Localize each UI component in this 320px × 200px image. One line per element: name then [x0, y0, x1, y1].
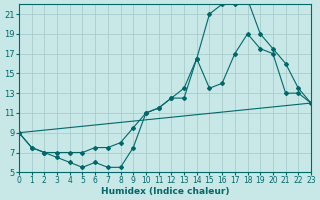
X-axis label: Humidex (Indice chaleur): Humidex (Indice chaleur) [101, 187, 229, 196]
